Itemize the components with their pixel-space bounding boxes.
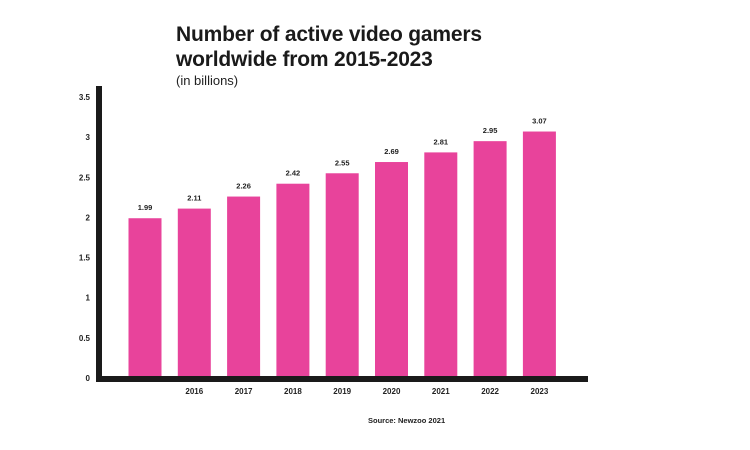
chart-title-line-2: worldwide from 2015-2023 [176, 48, 433, 71]
y-tick-label: 0.5 [79, 334, 91, 343]
bar [522, 131, 556, 378]
x-axis-ticks-group: 2016 2017 2018 2019 2020 2021 2022 2023 [185, 387, 548, 396]
bar [473, 141, 507, 378]
x-tick-label: 2016 [185, 387, 203, 396]
x-tick-label: 2023 [531, 387, 549, 396]
bar-value-label: 2.95 [483, 126, 498, 135]
bar [424, 152, 458, 378]
x-tick-label: 2019 [333, 387, 351, 396]
source-note: Source: Newzoo 2021 [368, 416, 446, 425]
x-tick-label: 2018 [284, 387, 302, 396]
y-tick-label: 3.5 [79, 93, 91, 102]
y-tick-label: 0 [86, 374, 91, 383]
bar [325, 173, 359, 378]
bar-value-label: 2.81 [433, 137, 448, 146]
y-axis-line [96, 86, 102, 382]
chart-title: Number of active video gamers worldwide … [176, 22, 536, 72]
x-tick-label: 2021 [432, 387, 450, 396]
x-axis-line [96, 376, 588, 382]
bars-group [128, 131, 556, 378]
y-tick-label: 2.5 [79, 173, 91, 182]
y-axis-ticks-group: 0 0.5 1 1.5 2 2.5 3 3.5 [79, 93, 91, 383]
chart-title-line-1: Number of active video gamers [176, 23, 482, 46]
bar-value-label: 2.55 [335, 158, 350, 167]
bar-value-label: 2.69 [384, 147, 399, 156]
y-tick-label: 2 [86, 213, 91, 222]
bar-value-label: 1.99 [138, 203, 153, 212]
bar [177, 208, 211, 378]
bar [227, 196, 261, 378]
data-labels-group: 1.99 2.11 2.26 2.42 2.55 2.69 2.81 2.95 3.07 [138, 117, 547, 213]
bar-value-label: 2.26 [236, 182, 251, 191]
bar [128, 218, 162, 378]
bar-value-label: 2.11 [187, 194, 201, 203]
x-tick-label: 2020 [383, 387, 401, 396]
bar [375, 162, 408, 378]
chart-subtitle: (in billions) [176, 73, 239, 88]
y-tick-label: 3 [86, 133, 91, 142]
bar-value-label: 3.07 [532, 117, 547, 126]
x-tick-label: 2022 [481, 387, 499, 396]
bar [276, 183, 310, 378]
y-tick-label: 1 [86, 294, 91, 303]
bar-value-label: 2.42 [286, 169, 301, 178]
x-tick-label: 2017 [235, 387, 253, 396]
y-tick-label: 1.5 [79, 254, 91, 263]
